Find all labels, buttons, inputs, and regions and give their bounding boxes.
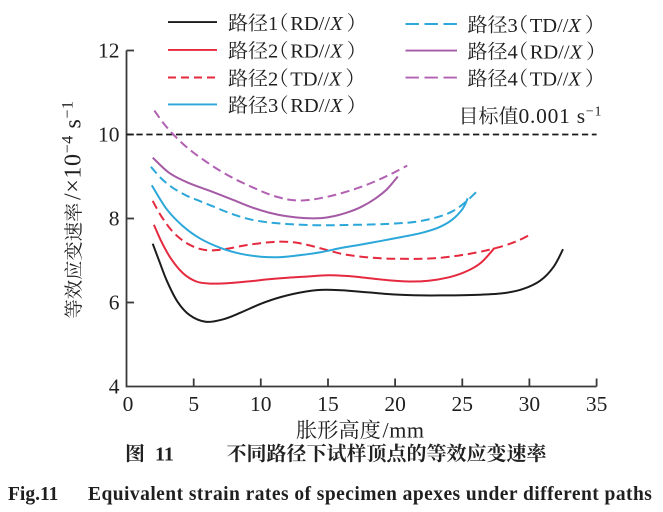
svg-text:12: 12 [98, 39, 120, 63]
svg-text:20: 20 [384, 392, 406, 416]
svg-text:30: 30 [519, 392, 541, 416]
svg-text:2: 2 [268, 41, 278, 63]
svg-text:4: 4 [109, 375, 120, 399]
svg-text:TD//X: TD//X [530, 15, 583, 37]
svg-text:6: 6 [109, 291, 120, 315]
svg-text:3: 3 [268, 95, 278, 117]
svg-text:25: 25 [452, 392, 474, 416]
svg-text:5: 5 [188, 392, 199, 416]
svg-text:11: 11 [155, 444, 174, 466]
svg-text:TD//X: TD//X [290, 68, 343, 90]
svg-text:RD//X: RD//X [530, 41, 584, 63]
svg-text:Equivalent strain rates of spe: Equivalent strain rates of specimen apex… [88, 484, 652, 505]
svg-text:TD//X: TD//X [530, 68, 583, 90]
svg-text:RD//X: RD//X [290, 13, 344, 35]
svg-text:8: 8 [109, 207, 120, 231]
svg-text:10: 10 [250, 392, 272, 416]
svg-text:/mm: /mm [383, 418, 425, 443]
svg-text:4: 4 [508, 41, 518, 63]
svg-text:15: 15 [317, 392, 339, 416]
svg-text:RD//X: RD//X [290, 41, 344, 63]
svg-text:4: 4 [508, 68, 518, 90]
svg-text:10: 10 [98, 123, 120, 147]
svg-text:2: 2 [268, 68, 278, 90]
svg-text:35: 35 [586, 392, 608, 416]
svg-text:1: 1 [268, 13, 278, 35]
svg-text:0: 0 [123, 392, 134, 416]
svg-text:Fig.11: Fig.11 [8, 484, 58, 505]
svg-text:3: 3 [508, 15, 518, 37]
svg-text:RD//X: RD//X [290, 95, 344, 117]
